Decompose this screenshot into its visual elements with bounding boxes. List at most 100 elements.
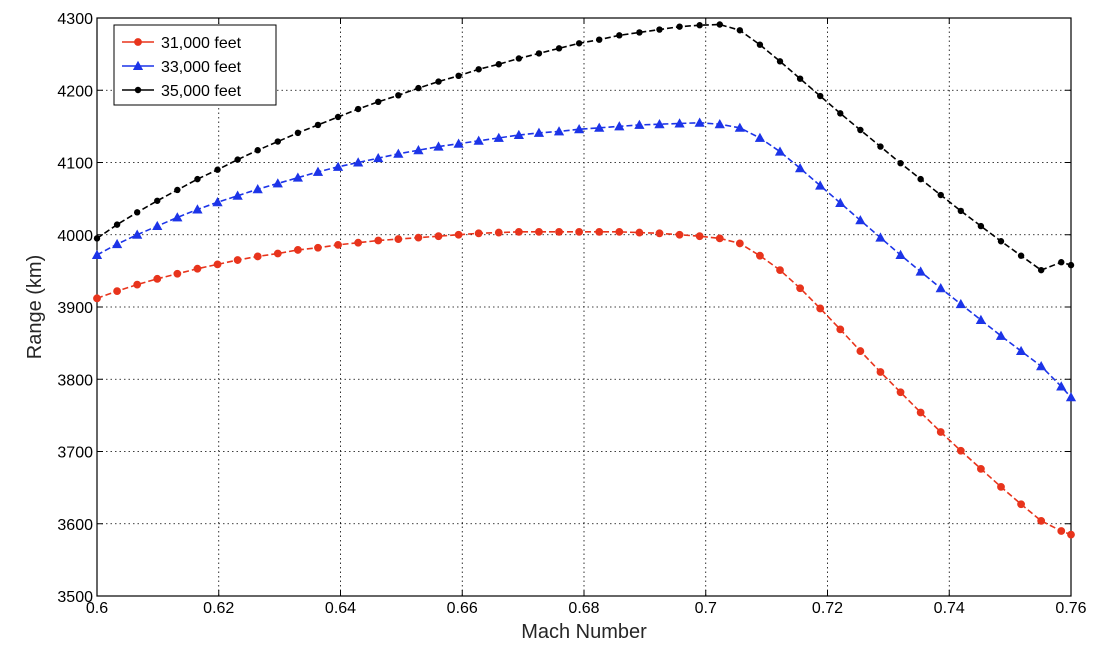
data-point <box>857 126 864 134</box>
data-point <box>756 251 764 260</box>
data-point <box>555 45 563 52</box>
data-point <box>695 232 704 241</box>
data-point <box>876 368 885 376</box>
data-point <box>232 190 243 200</box>
data-point <box>113 221 121 228</box>
data-point <box>614 121 625 131</box>
data-point <box>415 84 422 92</box>
data-point <box>493 132 504 142</box>
x-tick-label: 0.72 <box>812 600 843 617</box>
data-point <box>514 227 523 236</box>
data-point <box>616 32 623 39</box>
data-point <box>173 269 182 278</box>
data-point <box>253 252 262 261</box>
data-point <box>213 260 222 269</box>
legend-label: 31,000 feet <box>161 35 242 52</box>
data-point <box>897 160 904 167</box>
legend: 31,000 feet 33,000 feet 35,000 feet <box>113 24 277 106</box>
data-point <box>192 204 203 214</box>
data-point <box>634 119 645 129</box>
data-point <box>1067 530 1075 539</box>
data-point <box>1036 361 1047 371</box>
legend-label: 33,000 feet <box>161 59 242 76</box>
data-point <box>955 298 966 309</box>
data-point <box>816 92 824 100</box>
data-point <box>252 184 263 194</box>
data-point <box>957 207 965 215</box>
data-point <box>494 228 503 237</box>
data-point <box>1037 516 1046 525</box>
data-point <box>132 229 143 239</box>
legend-entry: 31,000 feet <box>122 35 242 52</box>
data-point <box>254 147 261 154</box>
data-point <box>815 180 826 190</box>
data-point <box>875 232 886 242</box>
data-point <box>1067 261 1075 269</box>
data-point <box>354 238 363 247</box>
data-point <box>917 175 924 183</box>
legend-items: 31,000 feet 33,000 feet 35,000 feet <box>122 35 242 100</box>
data-point <box>1015 345 1027 356</box>
data-point <box>1017 252 1025 259</box>
x-tick-label: 0.76 <box>1055 600 1086 617</box>
data-point <box>774 146 786 156</box>
data-point <box>575 227 584 236</box>
data-point <box>413 144 424 155</box>
data-point <box>133 280 142 289</box>
data-point <box>596 36 603 43</box>
series-lines <box>91 21 1077 539</box>
data-point <box>635 228 644 237</box>
data-point <box>535 227 543 236</box>
data-point <box>555 227 563 236</box>
data-point <box>194 175 201 183</box>
data-point <box>513 129 524 140</box>
x-tick-label: 0.68 <box>568 600 599 617</box>
series-line <box>96 231 1072 536</box>
series-2 <box>91 117 1077 402</box>
data-point <box>997 238 1005 245</box>
data-point <box>655 229 664 238</box>
data-point <box>293 246 302 254</box>
data-point <box>93 294 101 303</box>
legend-label: 35,000 feet <box>161 83 242 100</box>
x-tick-label: 0.7 <box>695 600 717 617</box>
data-point <box>715 234 724 243</box>
data-point <box>995 330 1007 340</box>
data-point <box>735 239 744 248</box>
data-point <box>977 464 985 473</box>
data-point <box>656 26 663 33</box>
data-point <box>375 98 382 106</box>
data-point <box>272 178 283 188</box>
data-point <box>274 138 281 145</box>
y-tick-label: 3900 <box>57 300 93 317</box>
data-point <box>935 282 946 293</box>
data-point <box>1065 392 1077 402</box>
series-line <box>96 23 1072 272</box>
legend-entry: 33,000 feet <box>122 59 242 76</box>
legend-marker <box>134 38 142 46</box>
data-point <box>393 148 404 158</box>
data-point <box>455 72 462 80</box>
y-tick-label: 4200 <box>57 83 93 100</box>
data-point <box>696 22 703 29</box>
series-3 <box>93 21 1075 274</box>
data-point <box>1017 500 1025 509</box>
y-tick-label: 4000 <box>57 228 93 245</box>
y-axis-title: Range (km) <box>24 255 46 359</box>
data-point <box>654 118 665 129</box>
data-point <box>574 124 585 134</box>
data-point <box>1056 381 1067 391</box>
data-point <box>334 240 342 249</box>
data-point <box>93 235 101 242</box>
data-point <box>936 428 945 436</box>
data-point <box>877 143 884 150</box>
data-point <box>937 191 944 199</box>
data-point <box>675 230 684 239</box>
data-point <box>776 266 784 275</box>
data-point <box>113 287 121 296</box>
data-point <box>172 212 183 222</box>
data-point <box>1058 259 1065 266</box>
data-point <box>332 161 344 171</box>
data-point <box>353 157 364 167</box>
data-point <box>174 186 181 194</box>
